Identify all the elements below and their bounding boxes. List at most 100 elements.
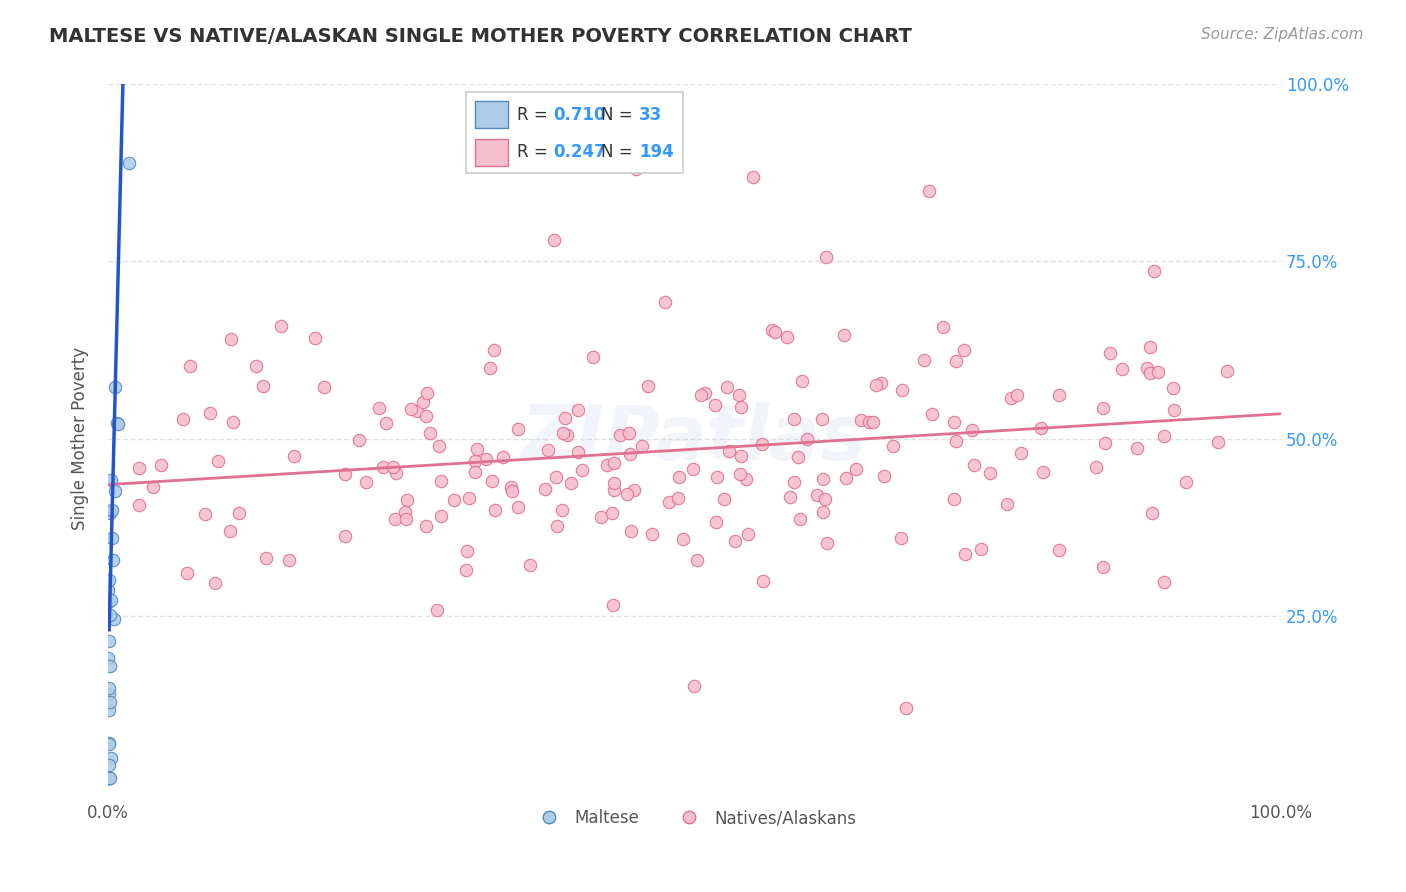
Point xyxy=(763,325,786,339)
Point xyxy=(666,491,689,505)
Text: 0.710: 0.710 xyxy=(554,106,606,124)
Point xyxy=(1099,346,1122,360)
Point xyxy=(658,495,681,509)
Point xyxy=(761,323,783,337)
Point xyxy=(492,450,515,464)
Point xyxy=(98,772,121,786)
Point xyxy=(686,552,709,566)
Point xyxy=(815,536,838,550)
Point xyxy=(862,415,884,429)
Point xyxy=(718,444,741,458)
Point xyxy=(1094,436,1116,450)
Point xyxy=(813,506,835,520)
Point xyxy=(591,509,613,524)
Point xyxy=(783,475,806,489)
Point xyxy=(100,473,122,487)
Point xyxy=(373,460,395,475)
Text: R =: R = xyxy=(517,106,554,124)
Point xyxy=(865,377,887,392)
Point xyxy=(1146,365,1168,379)
Point xyxy=(682,461,704,475)
Point xyxy=(219,332,242,346)
Point xyxy=(931,319,953,334)
Point xyxy=(546,518,568,533)
Point xyxy=(207,454,229,468)
Point xyxy=(796,432,818,446)
Point xyxy=(333,529,356,543)
Point xyxy=(603,456,626,470)
Point xyxy=(395,512,418,526)
Point xyxy=(786,450,808,464)
Point xyxy=(654,295,676,310)
Point xyxy=(415,518,437,533)
Point xyxy=(98,772,121,786)
Point xyxy=(1000,391,1022,405)
Point xyxy=(481,474,503,488)
Point xyxy=(405,404,427,418)
Point xyxy=(150,458,173,472)
Point xyxy=(456,544,478,558)
Point xyxy=(735,472,758,486)
Point xyxy=(551,503,574,517)
Point xyxy=(97,772,120,786)
Point xyxy=(596,458,619,472)
FancyBboxPatch shape xyxy=(475,139,508,166)
Point xyxy=(101,531,124,545)
Y-axis label: Single Mother Poverty: Single Mother Poverty xyxy=(72,347,89,530)
Point xyxy=(100,608,122,623)
Point xyxy=(100,751,122,765)
Point xyxy=(430,474,453,488)
Point xyxy=(921,407,943,421)
Point xyxy=(779,490,801,504)
Point xyxy=(97,650,120,665)
Point xyxy=(844,461,866,475)
Point xyxy=(502,483,524,498)
Point xyxy=(374,417,396,431)
Point xyxy=(465,442,488,456)
Point xyxy=(814,492,837,507)
Point xyxy=(1005,387,1028,401)
Point xyxy=(252,379,274,393)
Point xyxy=(870,376,893,390)
Point xyxy=(962,423,984,437)
Point xyxy=(200,406,222,420)
Point xyxy=(382,459,405,474)
Point xyxy=(176,566,198,580)
Point xyxy=(97,582,120,597)
Point xyxy=(97,633,120,648)
Point xyxy=(222,415,245,429)
Point xyxy=(1092,560,1115,574)
Point xyxy=(858,415,880,429)
Point xyxy=(806,487,828,501)
Point xyxy=(619,425,641,440)
Point xyxy=(204,575,226,590)
Point xyxy=(399,401,422,416)
Point xyxy=(464,465,486,479)
Point xyxy=(963,458,986,472)
FancyBboxPatch shape xyxy=(465,92,683,173)
Point xyxy=(693,385,716,400)
Point xyxy=(912,352,935,367)
Point xyxy=(97,758,120,772)
Point xyxy=(101,503,124,517)
Point xyxy=(882,439,904,453)
Point xyxy=(479,360,502,375)
Point xyxy=(716,380,738,394)
Point xyxy=(969,541,991,556)
Point xyxy=(553,425,575,440)
Point xyxy=(395,492,418,507)
Point xyxy=(582,350,605,364)
Point xyxy=(270,318,292,333)
Point xyxy=(724,533,747,548)
Point xyxy=(419,426,441,441)
Point xyxy=(789,512,811,526)
Point xyxy=(100,592,122,607)
Point xyxy=(219,524,242,538)
Point xyxy=(443,493,465,508)
Point xyxy=(567,445,589,459)
Point xyxy=(1091,401,1114,416)
Point xyxy=(751,437,773,451)
Point xyxy=(1136,361,1159,376)
Point xyxy=(1139,340,1161,354)
Text: 33: 33 xyxy=(640,106,662,124)
